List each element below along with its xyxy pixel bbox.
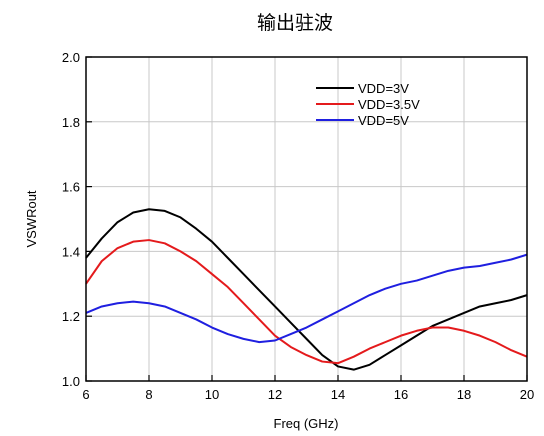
legend-label: VDD=3V xyxy=(358,81,409,96)
y-tick-label: 1.8 xyxy=(62,115,80,130)
x-tick-label: 10 xyxy=(205,387,219,402)
x-axis-label: Freq (GHz) xyxy=(274,416,339,431)
plot-frame xyxy=(85,56,528,382)
series-line xyxy=(85,239,528,365)
grid xyxy=(86,57,527,381)
y-axis-label: VSWRout xyxy=(24,190,39,247)
y-tick-label: 1.0 xyxy=(62,374,80,389)
legend-label: VDD=5V xyxy=(358,113,409,128)
x-tick-label: 18 xyxy=(457,387,471,402)
x-tick-label: 8 xyxy=(145,387,152,402)
legend-label: VDD=3.5V xyxy=(358,97,420,112)
x-tick-label: 6 xyxy=(82,387,89,402)
chart-title: 输出驻波 xyxy=(257,12,333,34)
series-line xyxy=(85,208,528,371)
x-tick-label: 12 xyxy=(268,387,282,402)
axis-ticks: 6 8 10 12 14 16 18 20 1.0 1.2 1.4 1.6 1.8 2.0 xyxy=(62,50,534,402)
x-tick-label: 14 xyxy=(331,387,345,402)
y-tick-label: 1.4 xyxy=(62,244,80,259)
x-tick-label: 20 xyxy=(520,387,534,402)
y-tick-label: 1.6 xyxy=(62,180,80,195)
series-group xyxy=(85,208,528,371)
x-tick-label: 16 xyxy=(394,387,408,402)
y-tick-label: 1.2 xyxy=(62,309,80,324)
y-tick-label: 2.0 xyxy=(62,50,80,65)
series-line xyxy=(85,253,528,344)
